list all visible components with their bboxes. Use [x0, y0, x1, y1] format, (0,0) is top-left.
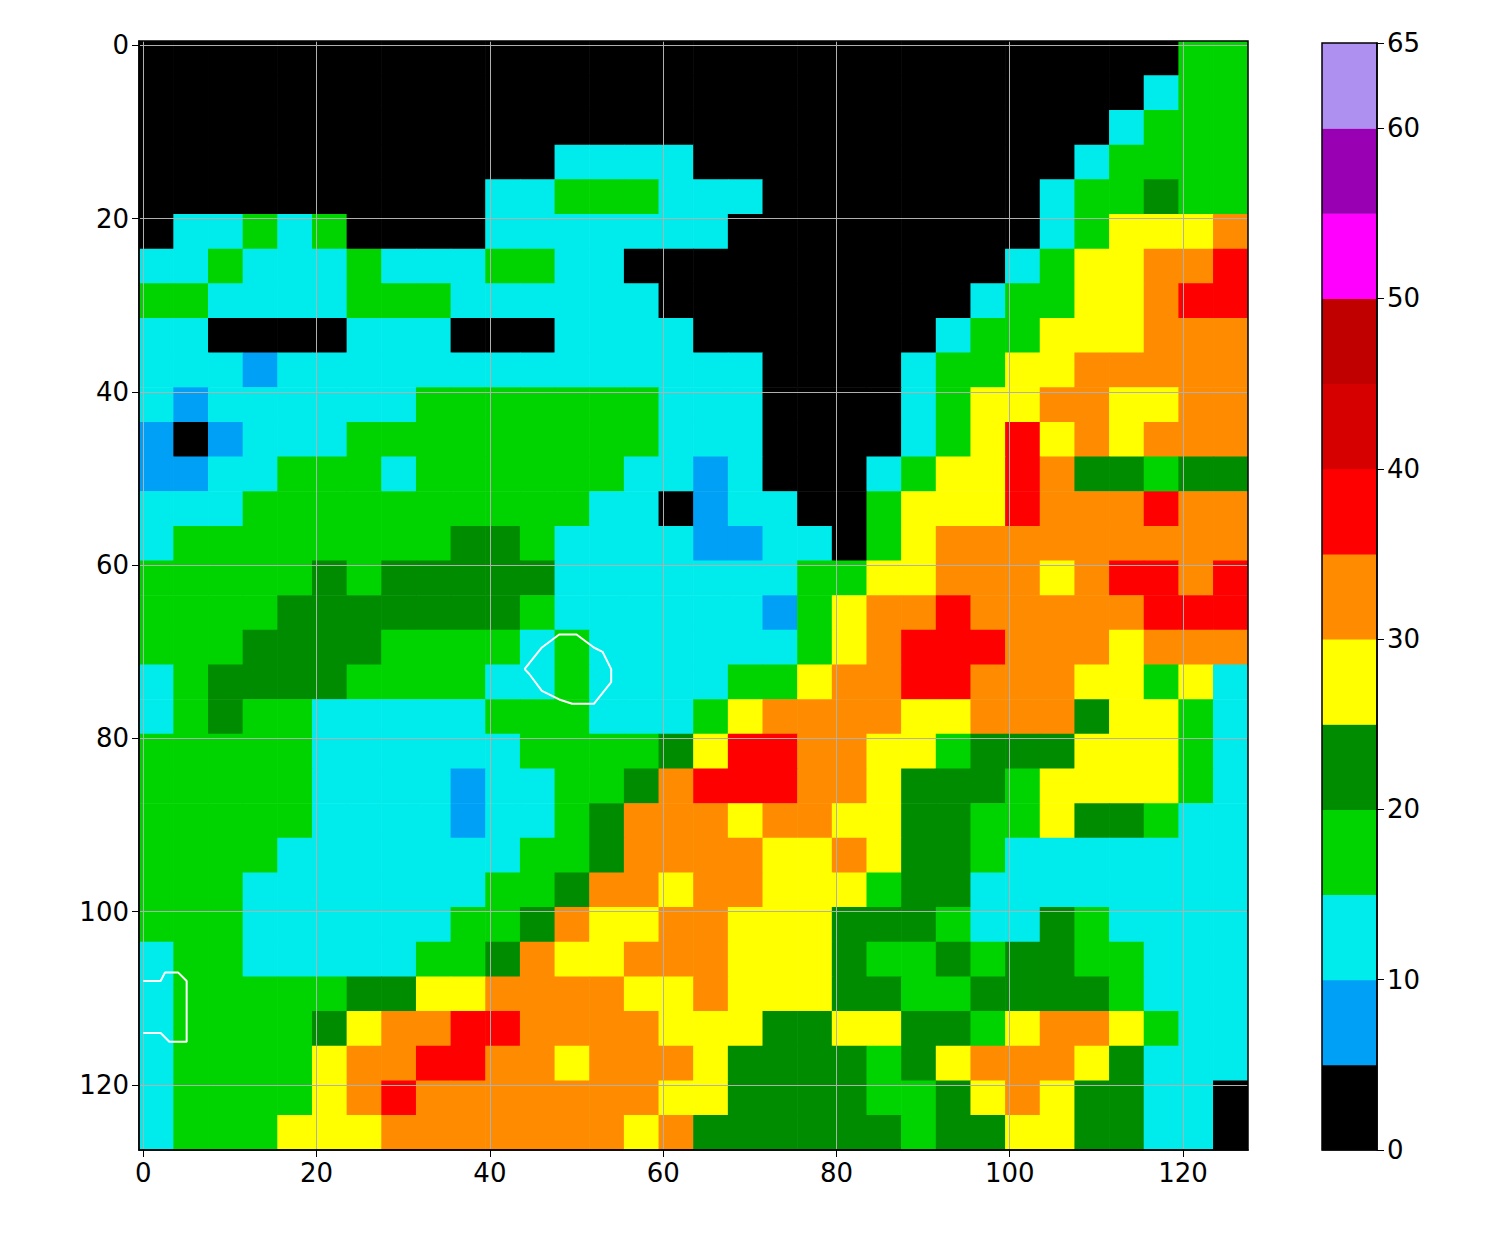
svg-text:100: 100 — [985, 1158, 1035, 1188]
svg-text:30: 30 — [1387, 624, 1420, 654]
svg-text:40: 40 — [1387, 454, 1420, 484]
svg-text:0: 0 — [135, 1158, 152, 1188]
svg-text:100: 100 — [79, 897, 129, 927]
svg-text:0: 0 — [1387, 1135, 1404, 1165]
svg-text:80: 80 — [96, 723, 129, 753]
svg-text:40: 40 — [473, 1158, 506, 1188]
svg-text:120: 120 — [1158, 1158, 1208, 1188]
svg-text:80: 80 — [820, 1158, 853, 1188]
svg-text:20: 20 — [300, 1158, 333, 1188]
svg-text:60: 60 — [96, 550, 129, 580]
svg-text:40: 40 — [96, 377, 129, 407]
svg-text:60: 60 — [647, 1158, 680, 1188]
svg-text:60: 60 — [1387, 113, 1420, 143]
svg-text:0: 0 — [112, 30, 129, 60]
svg-text:65: 65 — [1387, 28, 1420, 58]
svg-text:20: 20 — [96, 204, 129, 234]
svg-text:20: 20 — [1387, 794, 1420, 824]
svg-text:120: 120 — [79, 1070, 129, 1100]
svg-text:50: 50 — [1387, 283, 1420, 313]
svg-text:10: 10 — [1387, 965, 1420, 995]
